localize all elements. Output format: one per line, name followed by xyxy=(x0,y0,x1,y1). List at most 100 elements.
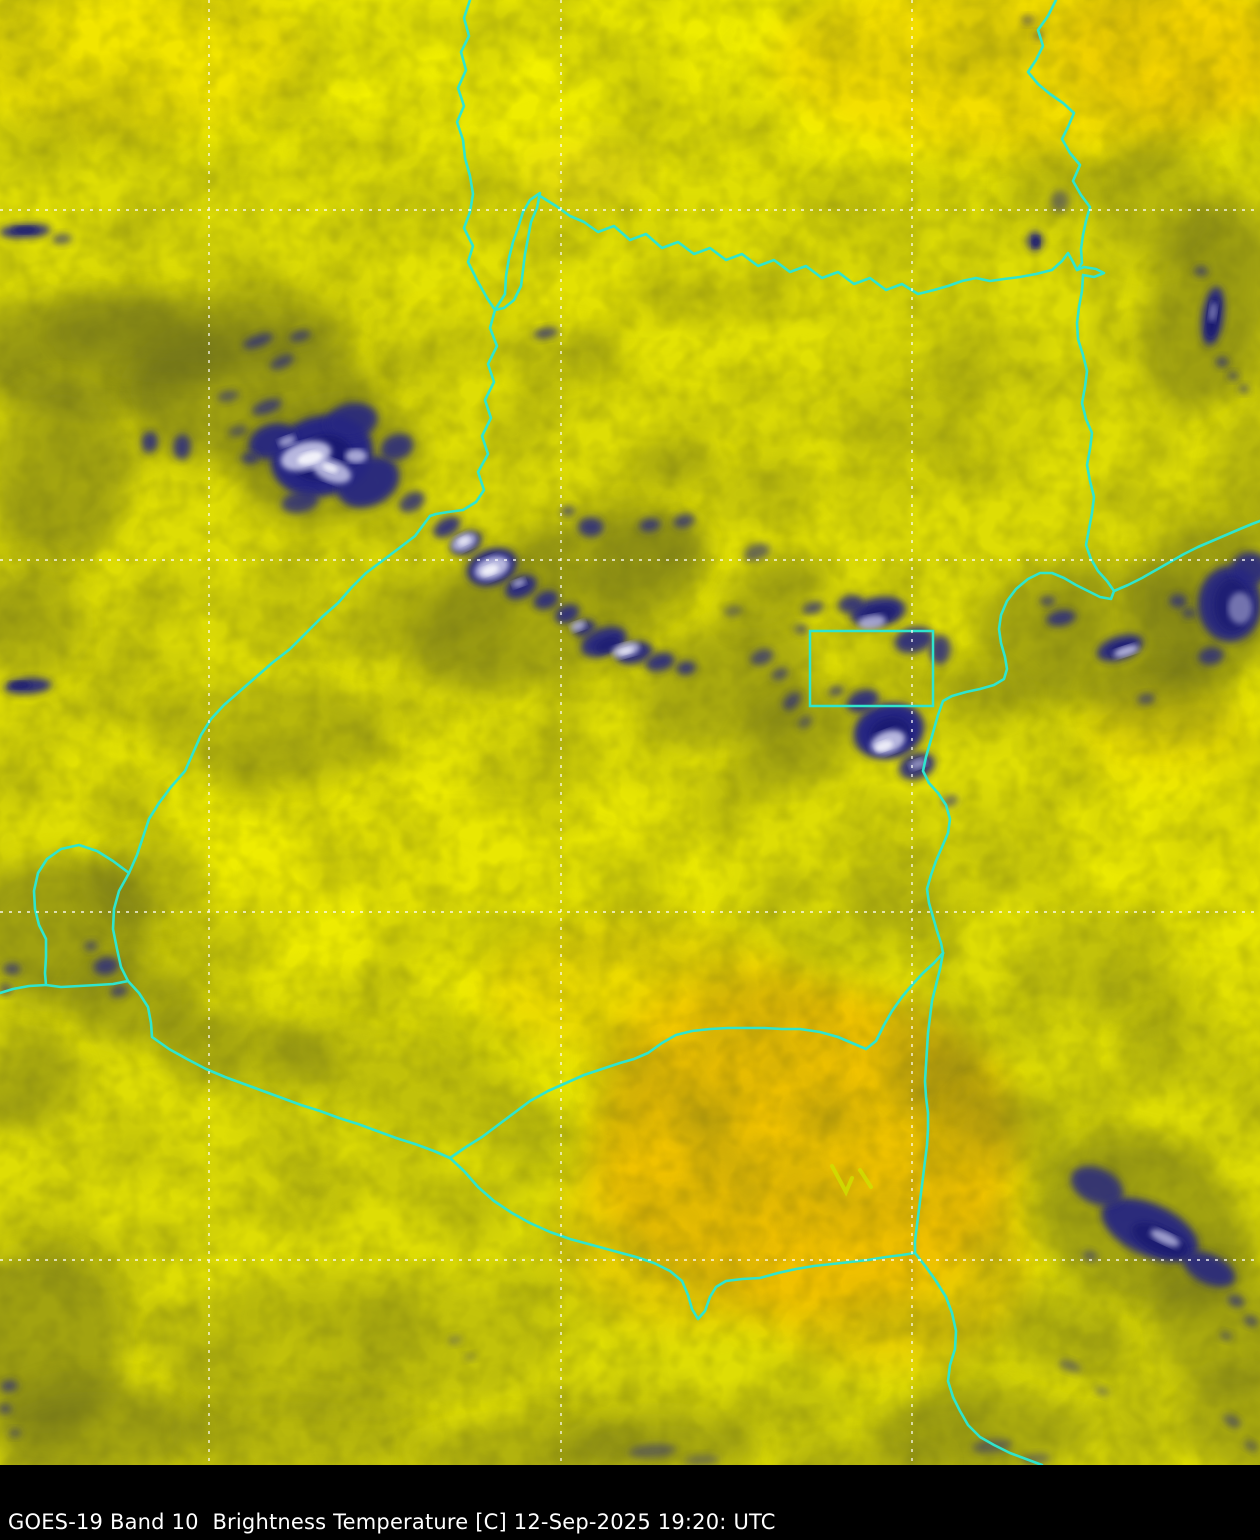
cloud-core xyxy=(1150,1229,1180,1247)
olive-region xyxy=(145,680,385,784)
cloud-blob xyxy=(52,233,72,245)
cloud-blob xyxy=(1021,1453,1051,1465)
cloud-blob xyxy=(1082,1250,1098,1262)
olive-region xyxy=(1151,1268,1260,1396)
cloud-blob xyxy=(724,605,742,617)
cloud-blob xyxy=(684,1454,720,1465)
cloud-core xyxy=(909,758,927,770)
satellite-image xyxy=(0,0,1260,1465)
olive-region xyxy=(55,290,355,374)
cloud-blob xyxy=(645,652,675,672)
cloud-blob xyxy=(639,517,661,533)
olive-region xyxy=(570,1414,754,1465)
cloud-blob xyxy=(1046,609,1076,627)
state-border-path xyxy=(538,194,1079,296)
cloud-blob xyxy=(1182,608,1196,618)
cloud-blob xyxy=(9,1429,21,1437)
cloud-blob xyxy=(1194,266,1208,276)
cloud-core-bright xyxy=(619,647,633,655)
cloud-blob xyxy=(336,456,400,508)
olive-region xyxy=(0,560,82,684)
cloud-blob-deep xyxy=(1032,236,1040,248)
cloud-blob xyxy=(0,1403,12,1415)
cloud-blob xyxy=(1228,372,1238,380)
caption-text: GOES-19 Band 10 Brightness Temperature [… xyxy=(8,1509,776,1534)
state-border-path xyxy=(493,191,542,312)
olive-region xyxy=(267,1027,573,1153)
cloud-blob xyxy=(110,984,128,998)
cloud-blob xyxy=(217,390,239,402)
olive-region xyxy=(700,458,820,522)
cloud-blob xyxy=(1198,646,1224,666)
olive-region xyxy=(1118,1010,1242,1094)
cloud-blob xyxy=(561,506,575,516)
state-border-path xyxy=(448,951,945,1160)
cloud-blob xyxy=(1137,693,1155,705)
cloud-blob xyxy=(554,604,580,624)
cloud-blob xyxy=(84,941,98,951)
cloud-blob xyxy=(242,333,274,349)
cloud-blob xyxy=(93,956,119,976)
olive-region xyxy=(498,326,622,378)
cloud-blob xyxy=(1040,596,1056,606)
cloud-core-bright xyxy=(481,564,499,576)
cloud-blob-deep xyxy=(13,226,37,234)
olive-region xyxy=(1214,410,1260,550)
state-borders xyxy=(0,0,1260,1465)
cloud-blob xyxy=(1220,1331,1232,1341)
cloud-core xyxy=(278,435,296,447)
cloud-blob xyxy=(676,660,696,676)
cloud-blob xyxy=(228,425,248,437)
cloud-blob xyxy=(782,691,802,711)
olive-region xyxy=(880,990,980,1110)
cloud-blob xyxy=(1222,1414,1242,1428)
olive-region xyxy=(1008,140,1092,224)
brightness-temperature-map xyxy=(0,0,1260,1465)
cloud-blob xyxy=(399,491,425,513)
cloud-core xyxy=(858,614,886,630)
olive-region xyxy=(737,688,867,796)
cloud-blob xyxy=(750,648,774,666)
state-border-path xyxy=(0,983,48,995)
graticule xyxy=(0,0,1260,1465)
olive-region xyxy=(0,382,130,562)
cloud-blob xyxy=(1227,1294,1245,1308)
olive-region xyxy=(0,1380,194,1465)
cloud-blob xyxy=(1051,190,1069,212)
cloud-blob xyxy=(1243,1440,1259,1452)
cloud-blob xyxy=(1094,1386,1110,1396)
cloud-blob xyxy=(578,517,604,537)
olive-region xyxy=(830,400,974,464)
cloud-blob xyxy=(448,1335,462,1345)
cloud-blob xyxy=(1169,594,1187,608)
olive-region xyxy=(951,1087,1069,1173)
cloud-blob xyxy=(433,516,461,538)
olive-region xyxy=(943,666,1027,718)
olive-region xyxy=(1133,520,1260,684)
cloud-blob xyxy=(504,574,538,600)
olive-region xyxy=(1090,140,1214,264)
cloud-core-bright xyxy=(322,463,338,473)
cloud-blob xyxy=(1022,16,1034,24)
cloud-blob xyxy=(464,1353,476,1361)
warm-vmark xyxy=(830,1164,873,1197)
cloud-blob xyxy=(798,715,812,729)
cloud-blob xyxy=(326,402,378,440)
cloud-blob xyxy=(771,667,789,681)
olive-region xyxy=(150,1270,550,1410)
caption-bar: GOES-19 Band 10 Brightness Temperature [… xyxy=(0,1465,1260,1540)
olive-region xyxy=(1018,910,1182,1014)
olive-region xyxy=(1001,1287,1123,1377)
cloud-blob xyxy=(1182,1250,1236,1288)
cloud-blob xyxy=(1239,385,1249,393)
cloud-blob xyxy=(251,398,283,416)
cloud-blob xyxy=(269,354,295,370)
olive-region xyxy=(640,447,720,493)
cloud-core-bright xyxy=(875,740,893,752)
cloud-blob xyxy=(281,490,319,514)
cloud-blob xyxy=(794,624,808,634)
cloud-blob xyxy=(3,963,21,975)
cloud-blob xyxy=(628,1443,676,1459)
cloud-blob xyxy=(894,626,934,654)
